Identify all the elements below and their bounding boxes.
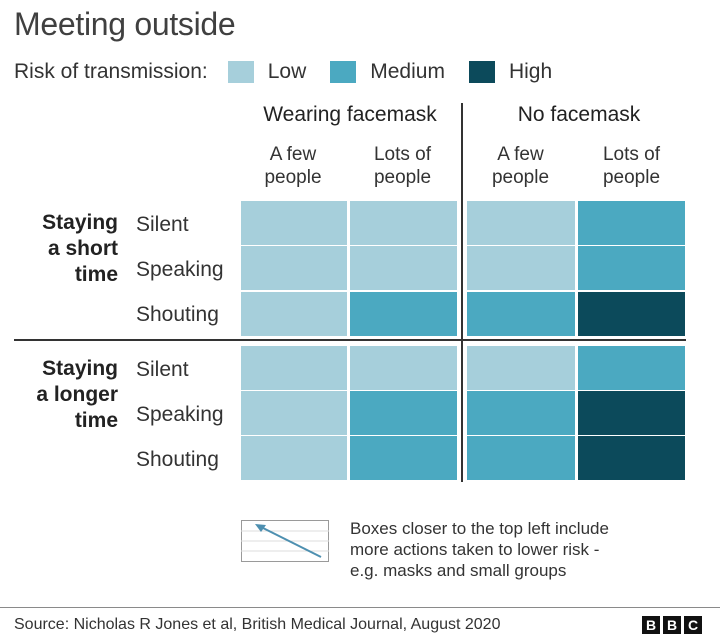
- row-group-short-line-2: a short: [47, 237, 118, 260]
- heatmap-cell: [467, 201, 575, 245]
- trend-arrow-icon: [241, 520, 329, 562]
- legend-swatch-high: [468, 61, 495, 83]
- row-label-longer-silent: Silent: [136, 358, 189, 381]
- column-header-2-line-1: Lots of: [373, 144, 432, 165]
- legend-text-high: High: [508, 60, 553, 83]
- column-header-1-line-1: A few: [269, 144, 317, 165]
- legend: Risk of transmission: Low Medium High: [14, 58, 576, 86]
- heatmap-cell: [350, 246, 457, 290]
- heatmap-cell: [350, 391, 457, 435]
- heatmap-cell: [241, 391, 347, 435]
- row-group-longer-line-2: a longer: [36, 383, 118, 406]
- heatmap-cell: [467, 292, 575, 336]
- heatmap-cell: [241, 292, 347, 336]
- bbc-logo-block-3: C: [684, 616, 702, 634]
- column-header-1: A few people: [241, 143, 345, 189]
- heatmap-cell: [350, 292, 457, 336]
- heatmap-cell: [578, 391, 685, 435]
- row-label-short-speaking: Speaking: [136, 258, 224, 281]
- legend-label: Risk of transmission:: [14, 60, 208, 83]
- chart-title: Meeting outside: [14, 6, 236, 42]
- heatmap-cell: [578, 346, 685, 390]
- heatmap-cell: [578, 436, 685, 480]
- heatmap-cell: [467, 391, 575, 435]
- bbc-logo-block-2: B: [663, 616, 681, 634]
- legend-item-high: High: [468, 60, 553, 84]
- legend-swatch-low: [227, 61, 254, 83]
- row-label-short-silent: Silent: [136, 213, 189, 236]
- heatmap-cell: [467, 346, 575, 390]
- footer: Source: Nicholas R Jones et al, British …: [0, 607, 720, 642]
- heatmap-cell: [578, 246, 685, 290]
- heatmap-cell: [350, 346, 457, 390]
- column-header-4-line-2: people: [602, 167, 661, 188]
- legend-text-medium: Medium: [370, 60, 445, 83]
- row-group-short: Staying a short time: [14, 210, 118, 288]
- heatmap-cell: [467, 246, 575, 290]
- group-header-facemask: Wearing facemask: [263, 103, 437, 126]
- legend-item-low: Low: [227, 60, 307, 84]
- heatmap-cell: [241, 201, 347, 245]
- source-text: Source: Nicholas R Jones et al, British …: [14, 616, 501, 633]
- legend-swatch-medium: [330, 61, 357, 83]
- heatmap-cell: [241, 346, 347, 390]
- column-header-2-line-2: people: [373, 167, 432, 188]
- legend-text-low: Low: [267, 60, 307, 83]
- heatmap-cell: [578, 292, 685, 336]
- bbc-logo-block-1: B: [642, 616, 660, 634]
- note-line-3: e.g. masks and small groups: [350, 561, 567, 580]
- heatmap-cell: [578, 201, 685, 245]
- column-header-4-line-1: Lots of: [602, 144, 661, 165]
- column-header-4: Lots of people: [578, 143, 685, 189]
- row-label-longer-shouting: Shouting: [136, 448, 219, 471]
- heatmap-cell: [350, 436, 457, 480]
- group-header-no-facemask: No facemask: [517, 103, 641, 126]
- column-header-3-line-2: people: [491, 167, 550, 188]
- legend-item-medium: Medium: [330, 60, 445, 84]
- bbc-logo: B B C: [639, 616, 702, 634]
- heatmap-cell: [467, 436, 575, 480]
- column-header-2: Lots of people: [350, 143, 455, 189]
- row-group-short-line-3: time: [74, 263, 118, 286]
- row-label-short-shouting: Shouting: [136, 303, 219, 326]
- note-line-2: more actions taken to lower risk -: [350, 540, 600, 559]
- note-text: Boxes closer to the top left include mor…: [350, 518, 609, 581]
- row-label-longer-speaking: Speaking: [136, 403, 224, 426]
- row-group-longer-line-3: time: [74, 409, 118, 432]
- heatmap-cell: [350, 201, 457, 245]
- row-group-longer: Staying a longer time: [14, 356, 118, 434]
- note-line-1: Boxes closer to the top left include: [350, 519, 609, 538]
- row-group-longer-line-1: Staying: [42, 357, 118, 380]
- column-header-1-line-2: people: [264, 167, 322, 188]
- heatmap-cell: [241, 436, 347, 480]
- column-header-3-line-1: A few: [497, 144, 544, 165]
- column-header-3: A few people: [467, 143, 574, 189]
- heatmap-cell: [241, 246, 347, 290]
- row-group-short-line-1: Staying: [42, 211, 118, 234]
